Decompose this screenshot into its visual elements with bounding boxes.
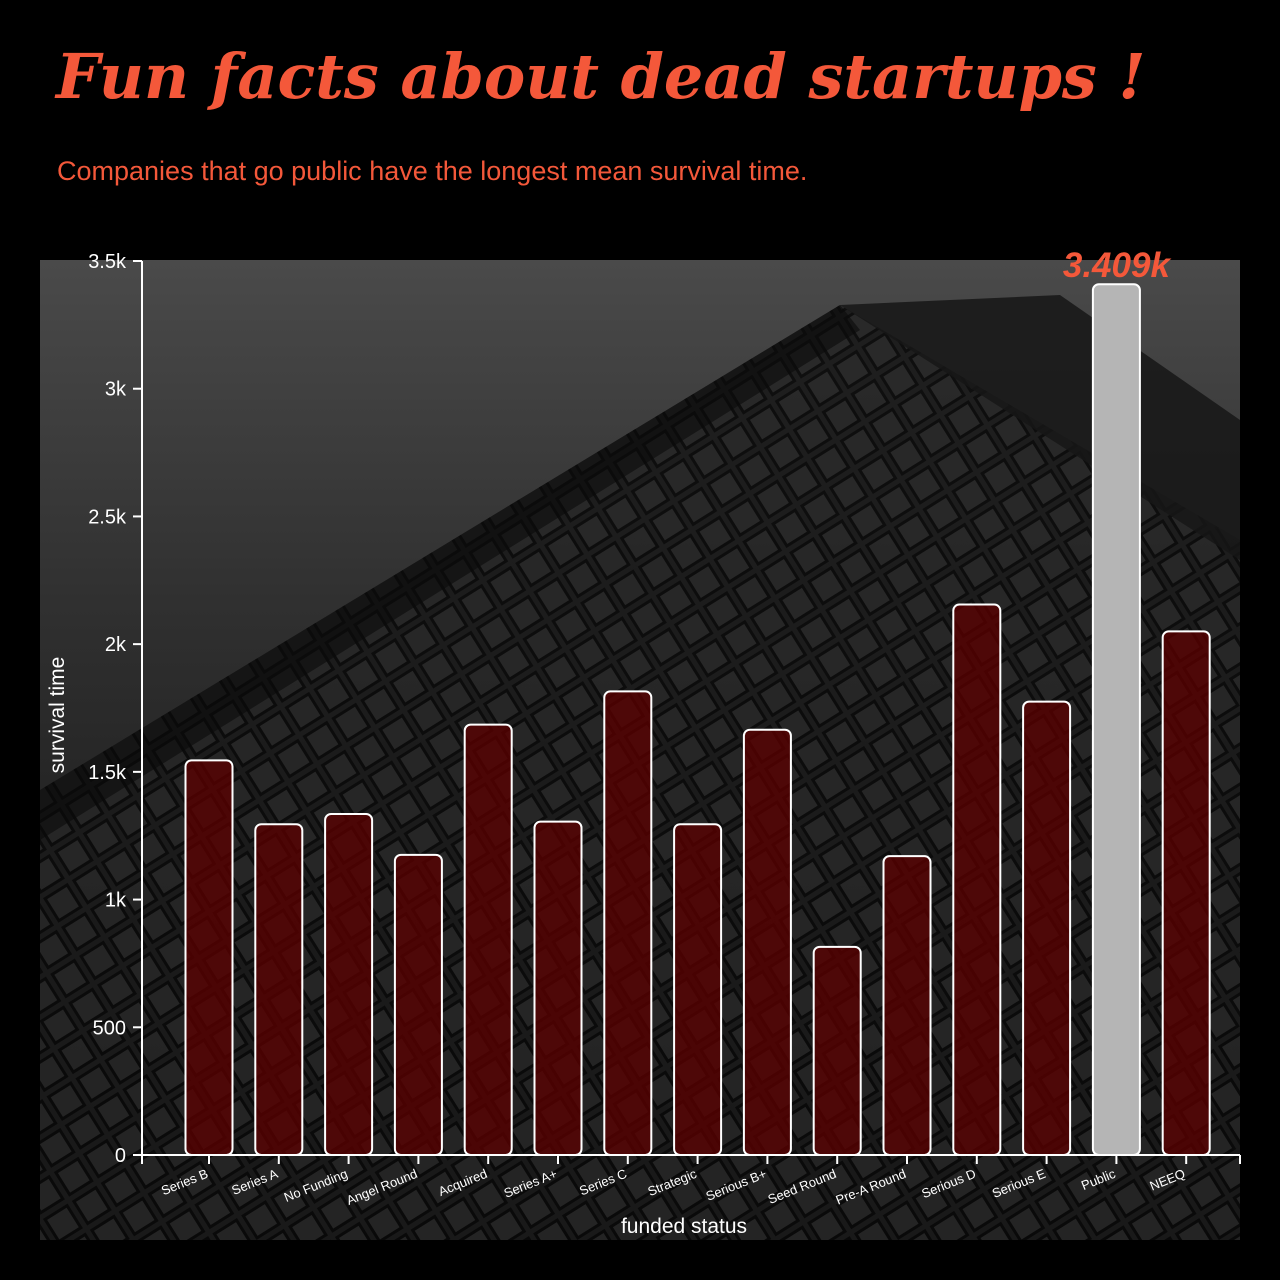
x-axis-title: funded status [621, 1215, 747, 1238]
bar-angel-round [393, 853, 443, 1156]
bar-no-funding [324, 813, 374, 1156]
bar-series-c [603, 690, 653, 1156]
y-tick-label: 0 [115, 1145, 126, 1167]
bar-serious-b- [742, 728, 792, 1156]
bar-pre-a-round [882, 855, 932, 1156]
bar-strategic [673, 823, 723, 1156]
bar-acquired [463, 723, 513, 1156]
y-tick-label: 500 [93, 1017, 126, 1039]
chart-title: Fun facts about dead startups ! [56, 40, 1146, 113]
bars [184, 283, 1211, 1157]
bar-series-a- [533, 820, 583, 1156]
highlight-value-label: 3.409k [1063, 246, 1172, 285]
y-tick-label: 3k [105, 379, 127, 401]
y-tick-label: 2.5k [88, 506, 127, 528]
bar-series-a [254, 823, 304, 1156]
chart-subtitle: Companies that go public have the longes… [57, 156, 808, 186]
y-axis-title: survival time [46, 657, 69, 774]
bar-serious-d [952, 603, 1002, 1156]
y-tick-label: 1k [105, 890, 127, 912]
bar-serious-e [1022, 700, 1072, 1156]
bar-public [1091, 283, 1141, 1156]
y-tick-label: 1.5k [88, 762, 127, 784]
y-tick-label: 3.5k [88, 251, 127, 273]
bar-neeq [1161, 630, 1211, 1156]
y-tick-label: 2k [105, 634, 127, 656]
bar-series-b [184, 759, 234, 1156]
axes: 0 500 1k 1.5k 2k 2.5k 3k 3.5k funded status survi… [46, 251, 1241, 1238]
bar-seed-round [812, 945, 862, 1157]
